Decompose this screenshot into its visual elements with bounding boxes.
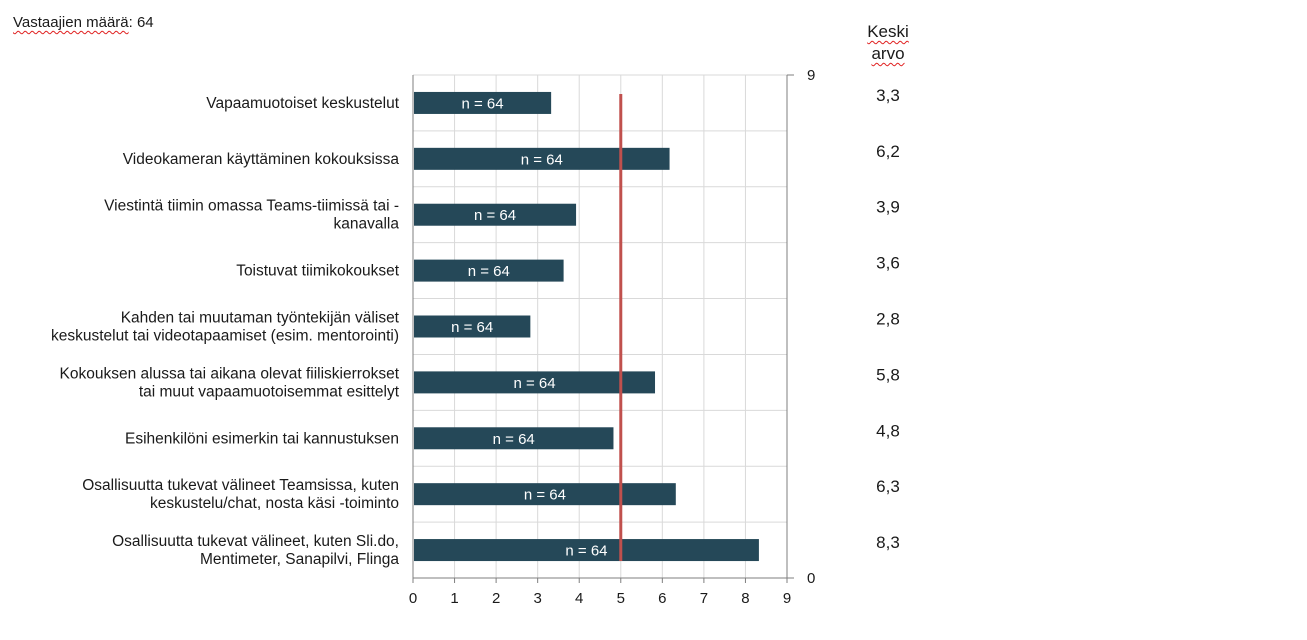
bar: [414, 259, 564, 282]
mean-value: 2,8: [876, 310, 900, 329]
bar: [414, 147, 670, 170]
respondent-count: Vastaajien määrä: 64: [13, 14, 154, 31]
category-label: Toistuvat tiimikokoukset: [236, 263, 400, 280]
category-label: Kahden tai muutaman työntekijän väliset: [121, 310, 400, 327]
bar-data-label: n = 64: [474, 207, 516, 224]
x-tick-label: 7: [700, 590, 708, 607]
respondent-count-value: : 64: [128, 14, 154, 31]
x-tick-label: 8: [741, 590, 749, 607]
mean-value: 3,3: [876, 86, 900, 105]
mean-header-line1: Keski: [867, 22, 909, 41]
secondary-axis-tick-label: 9: [807, 67, 815, 84]
bar-data-label: n = 64: [462, 95, 504, 112]
bar: [414, 483, 676, 506]
bar-data-label: n = 64: [521, 151, 563, 168]
category-label: tai muut vapaamuotoisemmat esittelyt: [139, 383, 400, 400]
bar: [414, 91, 552, 114]
category-label: Kokouksen alussa tai aikana olevat fiili…: [60, 365, 400, 382]
bar-data-label: n = 64: [565, 543, 607, 560]
bar: [414, 539, 759, 562]
mean-value: 6,2: [876, 142, 900, 161]
bar-data-label: n = 64: [451, 319, 493, 336]
x-tick-label: 6: [658, 590, 666, 607]
bar-data-label: n = 64: [524, 487, 566, 504]
bar: [414, 315, 531, 338]
x-tick-label: 5: [617, 590, 625, 607]
category-label: keskustelu/chat, nosta käsi -toiminto: [150, 495, 399, 512]
category-label: Osallisuutta tukevat välineet, kuten Sli…: [112, 533, 399, 550]
x-tick-label: 0: [409, 590, 417, 607]
category-label: Mentimeter, Sanapilvi, Flinga: [200, 551, 399, 568]
category-label: Videokameran käyttäminen kokouksissa: [123, 151, 400, 168]
mean-value: 8,3: [876, 533, 900, 552]
category-label: kanavalla: [334, 216, 400, 233]
mean-value: 3,6: [876, 254, 900, 273]
mean-value: 3,9: [876, 198, 900, 217]
category-label: Esihenkilöni esimerkin tai kannustuksen: [125, 430, 399, 447]
mean-value: 4,8: [876, 421, 900, 440]
bar-data-label: n = 64: [513, 375, 555, 392]
category-label: Osallisuutta tukevat välineet Teamsissa,…: [82, 477, 399, 494]
x-tick-label: 2: [492, 590, 500, 607]
mean-column-header: Keski arvo: [858, 21, 918, 65]
respondent-count-label: Vastaajien määrä: [13, 14, 129, 31]
secondary-axis-tick-label: 0: [807, 570, 815, 587]
mean-value: 6,3: [876, 477, 900, 496]
category-label: Viestintä tiimin omassa Teams-tiimissä t…: [104, 198, 399, 215]
mean-value: 5,8: [876, 365, 900, 384]
mean-header-line2: arvo: [871, 44, 905, 63]
x-tick-label: 4: [575, 590, 583, 607]
x-tick-label: 1: [450, 590, 458, 607]
bar-data-label: n = 64: [493, 431, 535, 448]
category-label: keskustelut tai videotapaamiset (esim. m…: [51, 328, 399, 345]
x-tick-label: 9: [783, 590, 791, 607]
bar: [414, 371, 656, 394]
bar-data-label: n = 64: [468, 263, 510, 280]
category-label: Vapaamuotoiset keskustelut: [206, 95, 399, 112]
bar: [414, 203, 577, 226]
x-tick-label: 3: [533, 590, 541, 607]
bar: [414, 427, 614, 450]
